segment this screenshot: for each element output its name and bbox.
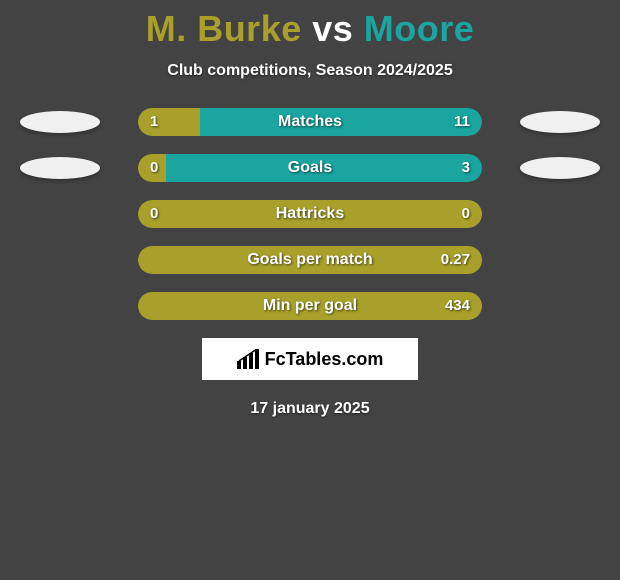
page-title: M. Burke vs Moore <box>0 0 620 50</box>
stats-container: 111Matches 03Goals 00Hattricks 0.27Goals pe… <box>0 108 620 320</box>
logo-text: FcTables.com <box>265 349 384 370</box>
subtitle: Club competitions, Season 2024/2025 <box>0 62 620 80</box>
logo-box[interactable]: FcTables.com <box>202 338 418 380</box>
stat-row: 434Min per goal <box>0 292 620 320</box>
vs-text: vs <box>302 8 364 49</box>
player2-name: Moore <box>364 8 475 49</box>
footer-date: 17 january 2025 <box>0 400 620 418</box>
avatar-left <box>20 111 100 133</box>
avatar-left <box>20 157 100 179</box>
chart-bars-icon <box>237 349 259 369</box>
avatar-right <box>520 111 600 133</box>
player1-name: M. Burke <box>146 8 302 49</box>
stat-label: Hattricks <box>138 200 482 228</box>
stat-row: 03Goals <box>0 154 620 182</box>
stat-label: Goals per match <box>138 246 482 274</box>
stat-row: 111Matches <box>0 108 620 136</box>
stat-row: 0.27Goals per match <box>0 246 620 274</box>
stat-label: Goals <box>138 154 482 182</box>
avatar-right <box>520 157 600 179</box>
stat-label: Matches <box>138 108 482 136</box>
stat-label: Min per goal <box>138 292 482 320</box>
stat-row: 00Hattricks <box>0 200 620 228</box>
comparison-widget: M. Burke vs Moore Club competitions, Sea… <box>0 0 620 580</box>
